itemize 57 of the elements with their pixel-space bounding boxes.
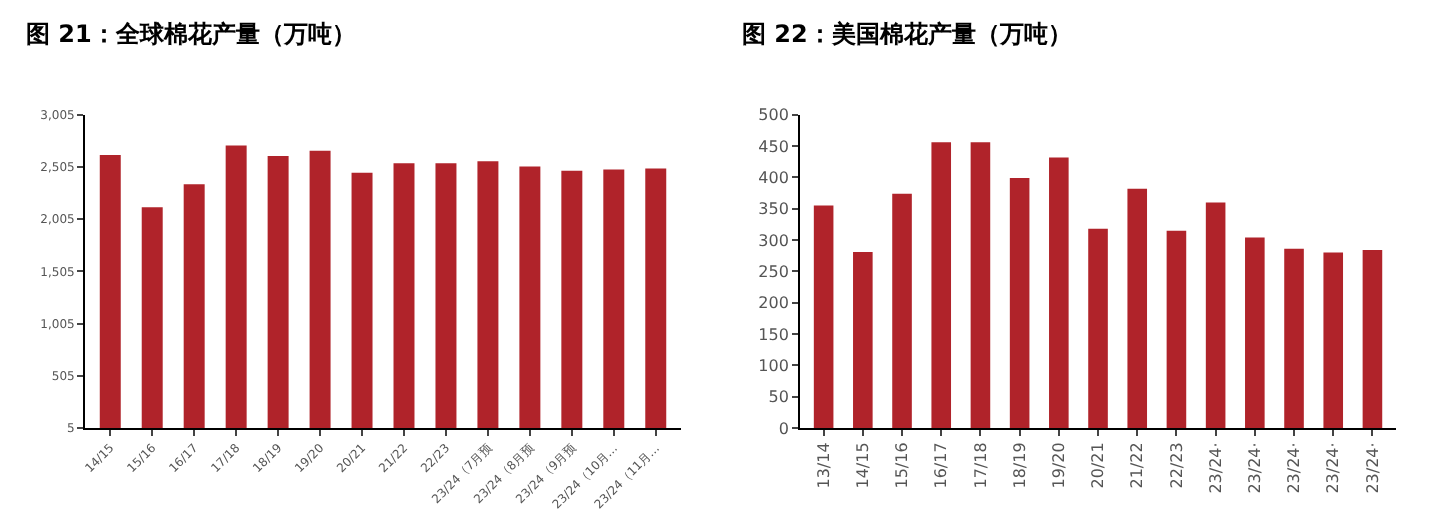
bar <box>183 184 205 428</box>
bar <box>645 168 667 428</box>
bar <box>435 163 457 428</box>
x-tick-label: 23/24· <box>1324 442 1343 494</box>
y-tick-label: 200 <box>758 294 789 313</box>
bar <box>1088 228 1108 428</box>
bar <box>931 142 952 428</box>
bar <box>225 145 247 428</box>
x-tick-label: 14/15 <box>854 442 873 489</box>
x-tick-label: 17/18 <box>971 442 990 489</box>
bar <box>141 207 163 428</box>
x-tick-label: 15/16 <box>893 442 912 489</box>
bar <box>477 161 499 428</box>
y-tick-label: 50 <box>768 388 789 407</box>
x-tick-label: 19/20 <box>1050 442 1069 489</box>
bar <box>603 169 625 428</box>
y-tick-label: 300 <box>758 231 789 250</box>
bar <box>99 155 121 428</box>
y-tick-label: 100 <box>758 356 789 375</box>
bar <box>853 251 873 428</box>
x-tick-label: 23/24· <box>1363 442 1382 494</box>
y-tick-label: 350 <box>758 200 789 219</box>
x-tick-label: 23/24· <box>1285 442 1304 494</box>
chart-title: 图 21：全球棉花产量（万吨） <box>26 20 356 48</box>
x-tick-label: 21/22 <box>1128 442 1147 489</box>
bar <box>1166 230 1187 428</box>
bar <box>393 163 415 428</box>
bar <box>813 205 834 428</box>
bar <box>1049 157 1069 428</box>
bar <box>1127 188 1148 428</box>
x-tick-label: 22/23 <box>1167 442 1186 489</box>
y-tick-label: 150 <box>758 325 789 344</box>
bar <box>970 142 991 428</box>
bar <box>1009 178 1030 428</box>
y-tick-label: 0 <box>778 419 789 438</box>
bar <box>351 172 373 428</box>
bar <box>309 150 331 428</box>
bar <box>1284 248 1304 428</box>
x-tick-label: 23/24· <box>1246 442 1265 494</box>
bar <box>892 193 912 428</box>
y-tick-label: 400 <box>758 169 789 188</box>
bar <box>1362 250 1383 428</box>
chart-title: 图 22：美国棉花产量（万吨） <box>742 20 1072 48</box>
bar <box>1323 252 1344 428</box>
x-tick-label: 20/21 <box>1089 442 1108 489</box>
x-tick-label: 18/19 <box>1010 442 1029 489</box>
bar <box>561 170 583 428</box>
x-tick-label: 16/17 <box>932 442 951 489</box>
x-tick-label: 23/24· <box>1206 442 1225 494</box>
y-tick-label: 250 <box>758 263 789 281</box>
x-tick-label: 13/14 <box>814 442 833 489</box>
bar <box>267 156 289 428</box>
bar <box>519 166 541 428</box>
y-tick-label: 500 <box>758 106 789 125</box>
y-tick-label: 450 <box>758 137 789 156</box>
bar <box>1245 237 1265 428</box>
bar <box>1205 202 1226 428</box>
